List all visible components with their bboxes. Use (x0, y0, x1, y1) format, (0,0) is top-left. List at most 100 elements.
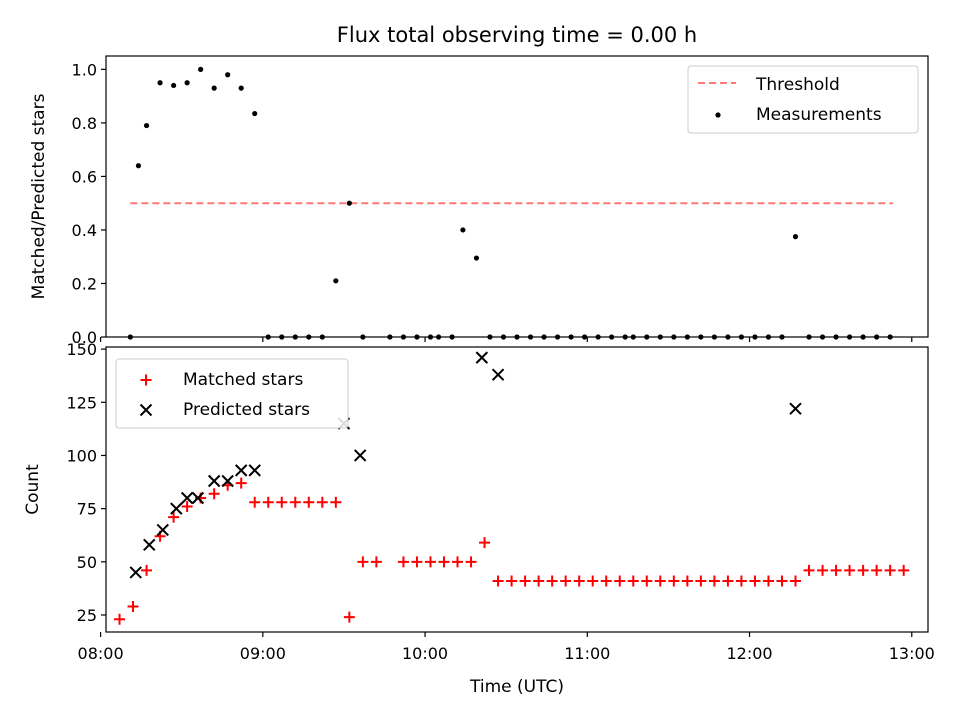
matched-star-point (235, 477, 247, 489)
matched-star-point (181, 501, 193, 513)
measurement-point (211, 85, 217, 91)
matched-star-point (641, 575, 653, 587)
matched-star-point (533, 575, 545, 587)
measurement-point (473, 255, 480, 261)
matched-star-point (627, 575, 639, 587)
matched-star-point (276, 496, 288, 508)
measurement-point (238, 85, 244, 91)
matched-star-point (357, 556, 369, 568)
measurement-point (198, 66, 204, 72)
matched-star-point (249, 496, 261, 508)
legend-measurements-swatch (715, 112, 721, 118)
matched-star-point (749, 575, 761, 587)
bottom-y-tick-label: 75 (77, 500, 97, 519)
legend-predicted-label: Predicted stars (183, 400, 310, 420)
top-panel: 0.0 0.2 0.4 0.6 0.8 1.0 Matched/Predicted star… (29, 55, 929, 347)
matched-star-point (708, 575, 720, 587)
matched-star-point (424, 556, 436, 568)
matched-star-point (560, 575, 572, 587)
matched-star-point (803, 564, 815, 576)
matched-star-point (452, 556, 464, 568)
matched-star-point (776, 575, 788, 587)
matched-star-point (681, 575, 693, 587)
matched-star-point (330, 496, 342, 508)
matched-star-point (262, 496, 274, 508)
predicted-star-point (180, 491, 194, 505)
bottom-legend: Matched stars Predicted stars (115, 358, 349, 429)
matched-star-point (114, 613, 126, 625)
matched-star-point (479, 537, 491, 549)
matched-star-point (668, 575, 680, 587)
legend-matched-label: Matched stars (183, 370, 303, 390)
bottom-y-tick-label: 125 (66, 393, 97, 412)
bottom-axes-frame (105, 346, 929, 633)
x-axis-label: Time (UTC) (469, 677, 564, 697)
matched-star-point (654, 575, 666, 587)
predicted-star-point (353, 449, 367, 462)
bottom-y-tick-label: 25 (77, 606, 97, 625)
matched-star-point (168, 511, 180, 523)
matched-star-point (762, 575, 774, 587)
matched-star-point (289, 496, 301, 508)
predicted-star-point (156, 523, 169, 537)
matched-star-point (465, 556, 477, 568)
matched-star-point (127, 600, 139, 612)
predicted-star-point (221, 474, 234, 488)
bottom-x-tick-label: 08:00 (78, 644, 124, 663)
legend-measurements-label: Measurements (756, 105, 882, 125)
matched-star-point (695, 575, 707, 587)
predicted-star-point (170, 502, 183, 515)
matched-star-point (573, 575, 585, 587)
measurement-point (460, 227, 466, 233)
matched-star-point (884, 564, 896, 576)
measurement-point (157, 80, 163, 86)
matched-star-point (735, 575, 747, 587)
bottom-y-tick-label: 50 (77, 553, 97, 572)
bottom-x-tick-label: 09:00 (240, 644, 286, 663)
matched-star-point (614, 575, 626, 587)
predicted-star-point (248, 464, 261, 477)
matched-star-point (790, 575, 802, 587)
predicted-star-point (491, 368, 505, 381)
top-y-tick-label: 0.2 (72, 274, 97, 293)
bottom-y-tick-label: 150 (66, 340, 97, 359)
matched-star-point (898, 564, 910, 576)
measurement-point (170, 82, 177, 89)
measurement-point (143, 122, 150, 129)
matched-star-point (438, 556, 450, 568)
bottom-legend-box (115, 358, 349, 429)
top-legend-box (687, 65, 919, 134)
top-y-tick-label: 0.8 (72, 114, 97, 133)
predicted-star-point (143, 538, 156, 552)
bottom-x-tick-label: 12:00 (726, 644, 772, 663)
matched-star-point (208, 488, 220, 500)
matched-star-point (492, 575, 504, 587)
matched-star-point (817, 564, 829, 576)
matched-star-point (722, 575, 734, 587)
predicted-star-point (191, 491, 205, 505)
bottom-panel: 25 50 75 100 125 150 08:00 09:00 10:00 11:00 12:00… (23, 340, 935, 697)
matched-star-point (411, 556, 423, 568)
bottom-y-axis-label: Count (23, 464, 43, 515)
matched-star-point (397, 556, 409, 568)
bottom-x-tick-label: 10:00 (402, 644, 448, 663)
matched-star-point (844, 564, 856, 576)
measurement-point (225, 72, 231, 78)
predicted-star-point (234, 464, 248, 477)
predicted-star-point (207, 474, 221, 488)
top-axes-frame (105, 55, 929, 338)
matched-star-point (587, 575, 599, 587)
matched-star-point (871, 564, 883, 576)
top-legend: Threshold Measurements (687, 65, 919, 134)
top-y-axis-label: Matched/Predicted stars (29, 93, 49, 299)
matched-star-point (519, 575, 531, 587)
top-y-tick-label: 0.0 (72, 328, 97, 347)
top-y-tick-label: 0.6 (72, 167, 97, 186)
matched-star-point (343, 611, 355, 623)
predicted-star-point (789, 402, 802, 415)
measurement-point (792, 234, 799, 240)
matched-star-point (141, 564, 153, 576)
predicted-star-point (129, 566, 142, 579)
